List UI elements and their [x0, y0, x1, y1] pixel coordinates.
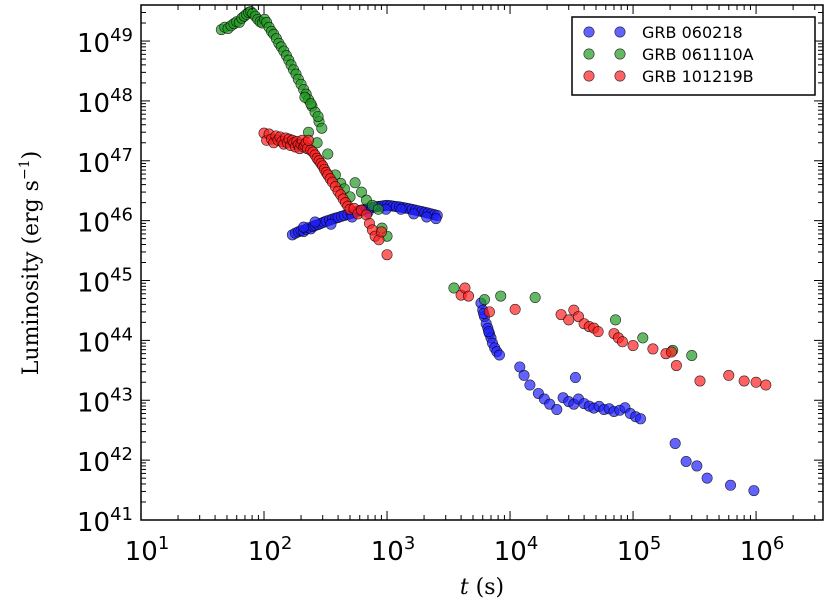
x-tick-labels: 101 102 103 104 105 106: [125, 533, 785, 567]
y-tick-label: 1041: [77, 504, 133, 538]
y-tick-label: 1044: [77, 324, 133, 358]
data-point: [669, 437, 681, 449]
y-tick-label: 1045: [77, 265, 133, 299]
data-point: [408, 208, 420, 220]
data-point: [738, 375, 750, 387]
data-point: [637, 332, 649, 344]
series-1: [286, 199, 760, 497]
series-3: [258, 127, 772, 391]
data-point: [616, 336, 628, 348]
legend-marker: [583, 26, 595, 38]
data-point: [483, 306, 495, 318]
data-point: [479, 294, 491, 306]
data-point: [381, 249, 393, 261]
data-point: [463, 290, 475, 302]
data-point: [686, 349, 698, 361]
data-point: [483, 326, 495, 338]
y-tick-label: 1042: [77, 444, 133, 478]
legend-marker: [583, 70, 595, 82]
data-point: [430, 213, 442, 225]
legend-marker: [614, 26, 626, 38]
data-point: [448, 282, 460, 294]
y-axis-label: Luminosity (erg s−1): [17, 151, 44, 375]
data-point: [316, 122, 328, 134]
data-point: [375, 226, 387, 238]
data-point: [723, 369, 735, 381]
data-point: [635, 413, 647, 425]
data-point: [509, 303, 521, 315]
data-point: [725, 479, 737, 491]
data-points: [215, 6, 772, 497]
legend-label: GRB 101219B: [642, 67, 754, 86]
data-point: [555, 309, 567, 321]
x-tick-label: 105: [617, 533, 662, 567]
series-2: [215, 6, 698, 361]
data-point: [647, 343, 659, 355]
data-point: [529, 292, 541, 304]
data-point: [524, 379, 536, 391]
data-point: [355, 186, 367, 198]
x-tick-label: 104: [494, 533, 539, 567]
data-point: [305, 98, 317, 110]
data-point: [322, 148, 334, 160]
data-point: [495, 290, 507, 302]
data-point: [518, 369, 530, 381]
data-point: [309, 216, 321, 228]
data-point: [627, 340, 639, 352]
y-tick-label: 1046: [77, 205, 133, 239]
y-tick-label: 1048: [77, 85, 133, 119]
data-point: [680, 455, 692, 467]
x-axis-label: t (s): [460, 575, 504, 600]
y-tick-labels: 1041 1042 1043 1044 1045 1046 1047 1048 1049: [77, 25, 133, 538]
data-point: [493, 349, 505, 361]
data-point: [592, 326, 604, 338]
legend-box: [571, 16, 816, 96]
legend: GRB 060218 GRB 061110A GRB 101219B: [571, 16, 816, 96]
data-point: [372, 203, 384, 215]
data-point: [748, 485, 760, 497]
data-point: [349, 177, 361, 189]
data-point: [610, 314, 622, 326]
data-point: [395, 203, 407, 215]
legend-marker: [614, 48, 626, 60]
data-point: [563, 314, 575, 326]
x-tick-label: 101: [125, 533, 170, 567]
y-tick-label: 1043: [77, 384, 133, 418]
legend-label: GRB 060218: [642, 23, 743, 42]
data-point: [750, 376, 762, 388]
data-point: [665, 346, 677, 358]
data-point: [303, 134, 315, 146]
data-point: [694, 375, 706, 387]
data-point: [421, 211, 433, 223]
data-point: [551, 404, 563, 416]
data-point: [569, 371, 581, 383]
data-point: [298, 221, 310, 233]
y-tick-label: 1047: [77, 145, 133, 179]
x-tick-label: 102: [248, 533, 293, 567]
legend-label: GRB 061110A: [642, 45, 754, 64]
legend-marker: [614, 70, 626, 82]
x-tick-label: 106: [740, 533, 785, 567]
data-point: [691, 460, 703, 472]
data-point: [325, 218, 337, 230]
data-point: [701, 472, 713, 484]
data-point: [312, 110, 324, 122]
x-tick-label: 103: [371, 533, 416, 567]
y-tick-label: 1049: [77, 25, 133, 59]
data-point: [760, 379, 772, 391]
legend-marker: [583, 48, 595, 60]
data-point: [670, 360, 682, 372]
